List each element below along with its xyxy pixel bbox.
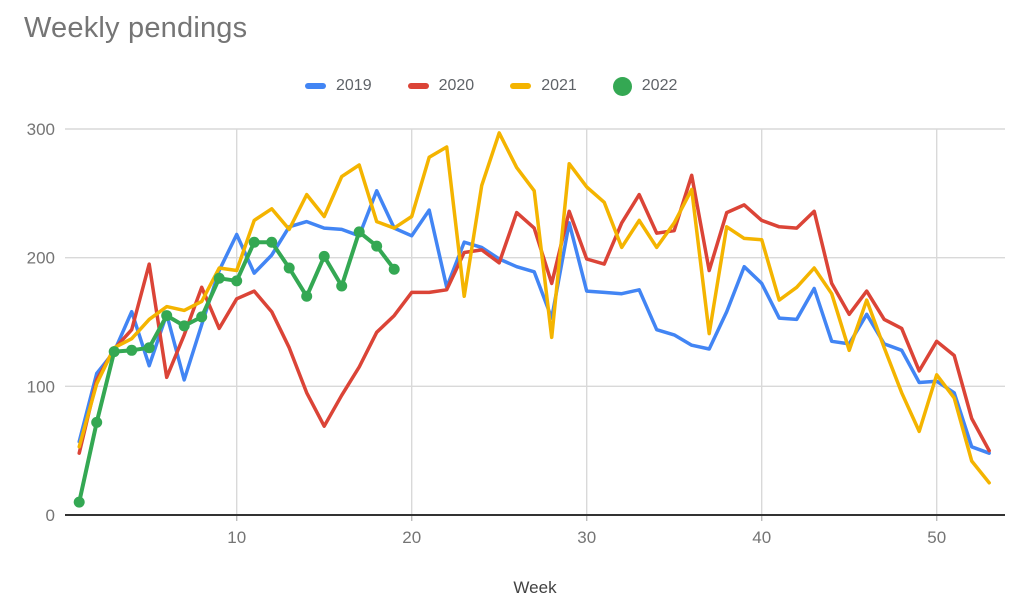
series-2022-point	[161, 310, 173, 322]
series-2022-point	[371, 240, 383, 252]
legend-item-2020: 2020	[407, 77, 475, 95]
series-2022-point	[196, 311, 208, 323]
x-tick-label: 20	[402, 528, 421, 547]
x-tick-label: 50	[927, 528, 946, 547]
legend-item-2021: 2021	[510, 77, 577, 95]
series-2022-point	[318, 250, 330, 262]
series-2019-line	[77, 189, 991, 455]
x-tick-label: 30	[577, 528, 596, 547]
legend-item-2019: 2019	[305, 77, 372, 95]
series-2022-point	[388, 263, 400, 275]
series-2022-point	[248, 236, 260, 248]
legend: 2019 2020 2021 2022	[305, 75, 713, 97]
dash-marker-icon	[407, 83, 429, 89]
chart-title: Weekly pendings	[24, 12, 248, 44]
y-tick-label: 200	[27, 249, 55, 268]
series-2022-point	[73, 496, 85, 508]
y-tick-label: 0	[46, 506, 55, 525]
legend-item-2022: 2022	[612, 76, 678, 96]
series-2022-point	[231, 275, 243, 287]
series-2022-point	[301, 290, 313, 302]
x-tick-label: 40	[752, 528, 771, 547]
circle-marker-icon	[612, 76, 632, 96]
series-2022-point	[178, 320, 190, 332]
series-2020-line	[77, 173, 991, 455]
series-2022-point	[126, 344, 138, 356]
legend-label: 2021	[541, 77, 577, 94]
legend-label: 2022	[641, 77, 678, 94]
plot-area: 0 100 200 300 10 20 30 40 50	[27, 120, 1005, 547]
series-2022-point	[108, 346, 120, 358]
x-tick-label: 10	[227, 528, 246, 547]
legend-label: 2019	[336, 77, 372, 94]
series-2022-point	[353, 226, 365, 238]
y-tick-label: 100	[27, 377, 55, 396]
series-2022-point	[213, 272, 225, 284]
series-2022-point	[266, 236, 278, 248]
x-axis-title: Week	[513, 578, 557, 597]
dash-marker-icon	[305, 83, 326, 89]
series-2021-line	[77, 131, 991, 485]
series-2022-point	[91, 416, 103, 428]
dash-marker-icon	[510, 83, 532, 89]
legend-label: 2020	[438, 77, 475, 94]
series-2022-point	[336, 280, 348, 292]
series-2022-point	[143, 342, 155, 354]
series-2022-point	[283, 262, 295, 274]
y-tick-label: 300	[27, 120, 55, 139]
